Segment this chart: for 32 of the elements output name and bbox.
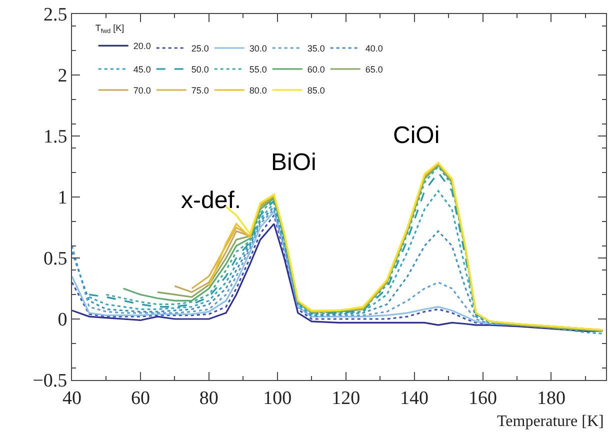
x-tick-label: 100	[263, 388, 292, 409]
x-tick-label: 120	[332, 388, 360, 409]
legend-label: 45.0	[133, 64, 151, 74]
annotation: CiOi	[393, 122, 440, 149]
legend-label: 75.0	[191, 86, 209, 96]
x-tick-label: 80	[199, 388, 218, 409]
y-tick-label: 1	[58, 188, 68, 209]
x-tick-label: 180	[536, 388, 566, 409]
legend-label: 65.0	[365, 64, 383, 74]
legend-label: 55.0	[249, 64, 267, 74]
legend-label: 50.0	[191, 64, 209, 74]
legend-label: 85.0	[307, 86, 325, 96]
legend-label: 40.0	[365, 44, 383, 54]
y-tick-label: 1.5	[43, 126, 68, 148]
y-tick-label: 2.5	[43, 4, 68, 26]
legend-title: T$_{fwd}$ [K]	[95, 23, 124, 36]
legend-label: 35.0	[307, 44, 325, 54]
y-tick-label: 0.5	[43, 248, 68, 270]
legend-label: 20.0	[133, 41, 151, 52]
y-tick-label: 2	[58, 66, 68, 87]
legend-label: 25.0	[191, 44, 209, 54]
legend-label: 30.0	[249, 44, 267, 54]
annotation: x-def.	[181, 187, 242, 214]
legend-label: 80.0	[249, 86, 267, 96]
annotation: BiOi	[271, 149, 316, 176]
legend-label: 60.0	[307, 64, 325, 74]
x-axis-title: Temperature [K]	[497, 413, 604, 430]
x-tick-label: 140	[400, 388, 429, 409]
x-tick-label: 60	[130, 388, 150, 409]
legend-label: 70.0	[133, 86, 151, 96]
x-tick-label: 160	[468, 388, 498, 409]
y-tick-label: 0	[58, 310, 68, 331]
